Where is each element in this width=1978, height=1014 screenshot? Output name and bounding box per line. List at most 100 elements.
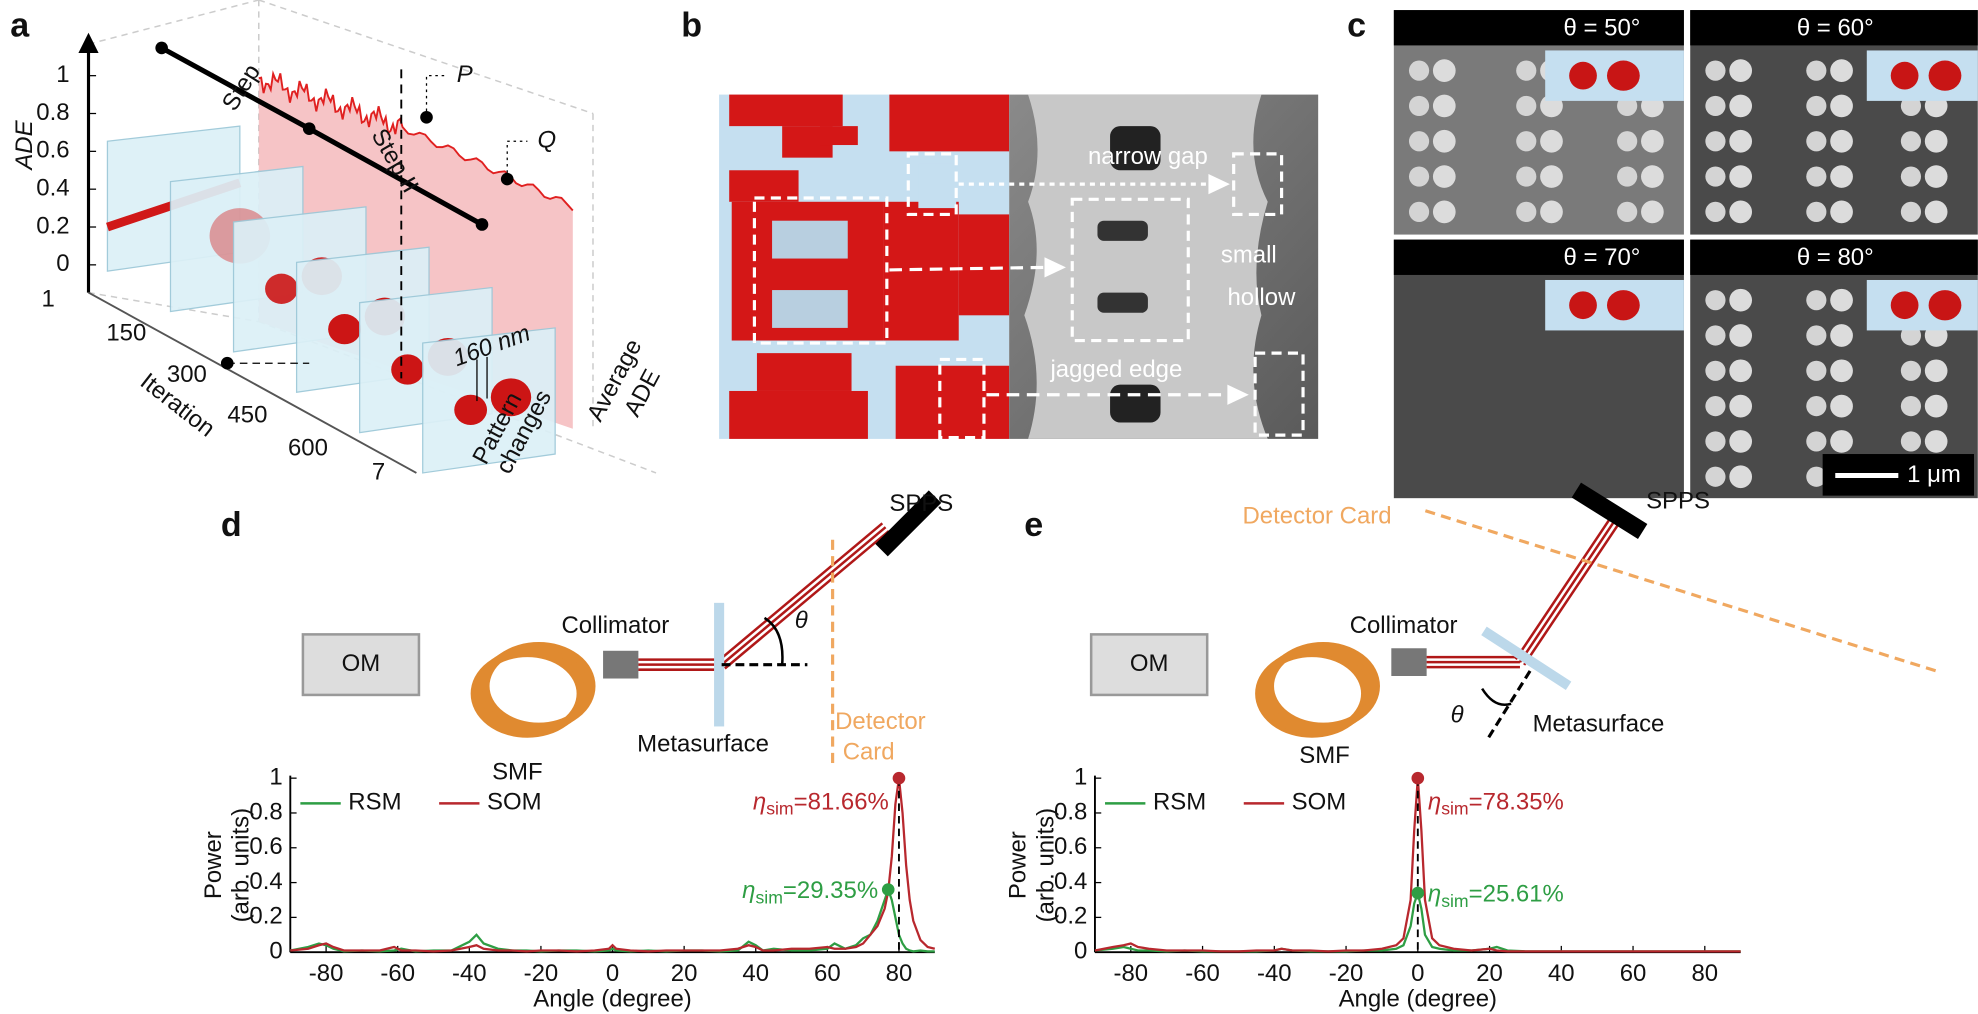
- y-axis-label: (arb. units): [1032, 808, 1059, 922]
- x-tick-label: 80: [886, 960, 913, 987]
- dot: [302, 122, 316, 135]
- nano: [1900, 360, 1922, 381]
- annotation-subscript: sim: [1441, 891, 1468, 911]
- y-tick-label: 0: [1074, 938, 1087, 965]
- nano: [1924, 200, 1948, 224]
- box: [752, 196, 889, 345]
- dot: [475, 218, 489, 231]
- label: ADE: [11, 119, 38, 171]
- annotation: ηsim=25.61%: [1428, 881, 1564, 911]
- collimator: [1391, 648, 1427, 676]
- y-tick-label: 0: [269, 938, 282, 965]
- annotation: ηsim=81.66%: [753, 789, 889, 819]
- label: P: [457, 61, 473, 88]
- nano: [1617, 131, 1638, 152]
- nano: [1830, 359, 1853, 383]
- nano: [1705, 60, 1726, 81]
- dot: [155, 41, 168, 55]
- hollow: [772, 290, 848, 328]
- x-tick-label: 0: [606, 960, 619, 987]
- guide: [88, 291, 259, 323]
- detector-card: [1424, 509, 1937, 673]
- label: SPPS: [1646, 487, 1710, 514]
- nano: [1830, 288, 1853, 312]
- peak-marker: [1411, 886, 1425, 900]
- nano: [1729, 129, 1753, 153]
- label: OM: [1130, 650, 1169, 677]
- nano: [1408, 131, 1430, 152]
- beam: [724, 530, 890, 670]
- nano: [1924, 430, 1948, 453]
- x-tick-label: -20: [1329, 960, 1364, 987]
- box: [1070, 197, 1190, 343]
- nano: [1729, 465, 1753, 489]
- label: a: [10, 7, 30, 45]
- legend-label: RSM: [348, 789, 401, 816]
- blob: [328, 314, 361, 345]
- label: SMF: [1299, 742, 1350, 769]
- annotation-text: =29.35%: [783, 877, 878, 904]
- guide: [258, 0, 594, 115]
- pattern: [756, 353, 852, 391]
- legend-label: SOM: [1292, 789, 1347, 816]
- label: hollow: [1227, 284, 1296, 311]
- nano: [1516, 166, 1537, 187]
- nano: [1540, 165, 1563, 188]
- x-tick-label: 40: [742, 960, 769, 987]
- step: [307, 126, 484, 227]
- beam: [1518, 516, 1619, 663]
- y-tick-label: 0.6: [1054, 833, 1087, 860]
- nano: [1729, 359, 1753, 383]
- label: 1: [56, 61, 69, 88]
- leader: [425, 75, 448, 118]
- nano: [1806, 431, 1827, 452]
- step: [160, 45, 311, 131]
- x-tick-label: 20: [1476, 960, 1503, 987]
- x-tick-label: 60: [814, 960, 841, 987]
- gap: [918, 163, 957, 209]
- sem-hole: [1097, 220, 1148, 241]
- annotation-text: =78.35%: [1469, 789, 1564, 816]
- beam: [717, 522, 884, 662]
- legend-label: SOM: [487, 789, 542, 816]
- x-tick-label: -80: [309, 960, 344, 987]
- slice: [422, 327, 556, 474]
- nano: [1705, 201, 1726, 222]
- peak-marker: [892, 771, 906, 785]
- nano: [1705, 131, 1726, 152]
- metasurface: [714, 602, 725, 727]
- annotation-symbol: η: [753, 789, 766, 816]
- y-tick-label: 0.8: [1054, 798, 1087, 825]
- nano: [1806, 131, 1827, 152]
- nano: [1432, 165, 1456, 188]
- angle-arc: [1481, 687, 1512, 706]
- annotation-symbol: η: [1428, 881, 1441, 908]
- spps: [1571, 482, 1648, 539]
- nano: [1830, 394, 1853, 418]
- y-axis-label: Power: [200, 831, 227, 899]
- sem-bg: [1690, 10, 1978, 235]
- label: θ = 80°: [1797, 244, 1874, 271]
- nano: [1432, 200, 1456, 224]
- label: OM: [342, 650, 381, 677]
- nano: [1617, 201, 1638, 222]
- pattern: [895, 365, 1010, 439]
- nano: [1900, 166, 1922, 187]
- nano: [1830, 59, 1853, 82]
- blob: [265, 273, 298, 304]
- nano: [1432, 59, 1456, 82]
- nano: [1641, 165, 1664, 188]
- label: Detector Card: [1243, 502, 1392, 529]
- label: SMF: [492, 758, 543, 785]
- box: [1232, 152, 1284, 216]
- nano: [1432, 129, 1456, 153]
- angle-arc: [763, 616, 784, 665]
- nano: [1900, 201, 1922, 222]
- nano: [1705, 290, 1726, 311]
- nano: [1806, 466, 1827, 487]
- blob: [1890, 61, 1919, 90]
- label: 600: [288, 434, 328, 461]
- blob: [1606, 60, 1640, 91]
- label: Metasurface: [637, 731, 769, 758]
